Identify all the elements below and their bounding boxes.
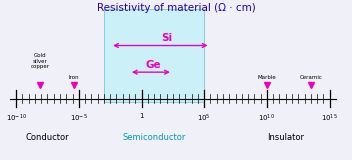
Text: Resistivity of material (Ω · cm): Resistivity of material (Ω · cm): [97, 3, 255, 13]
Text: Insulator: Insulator: [267, 133, 304, 142]
Text: 10$^{15}$: 10$^{15}$: [321, 113, 338, 124]
Text: Marble: Marble: [258, 75, 276, 80]
Text: Conductor: Conductor: [26, 133, 69, 142]
Text: Semiconductor: Semiconductor: [122, 133, 186, 142]
Text: 10$^{-10}$: 10$^{-10}$: [6, 113, 27, 124]
Text: Iron: Iron: [68, 75, 79, 80]
Text: 10$^{10}$: 10$^{10}$: [258, 113, 275, 124]
Text: Ge: Ge: [146, 60, 161, 70]
Text: Ceramic: Ceramic: [300, 75, 322, 80]
Text: 1: 1: [139, 113, 144, 119]
Text: Gold
silver
copper: Gold silver copper: [30, 53, 49, 69]
Text: 10$^{5}$: 10$^{5}$: [197, 113, 211, 124]
Bar: [104, 9, 204, 102]
Text: 10$^{-5}$: 10$^{-5}$: [70, 113, 88, 124]
Text: Si: Si: [161, 33, 172, 43]
